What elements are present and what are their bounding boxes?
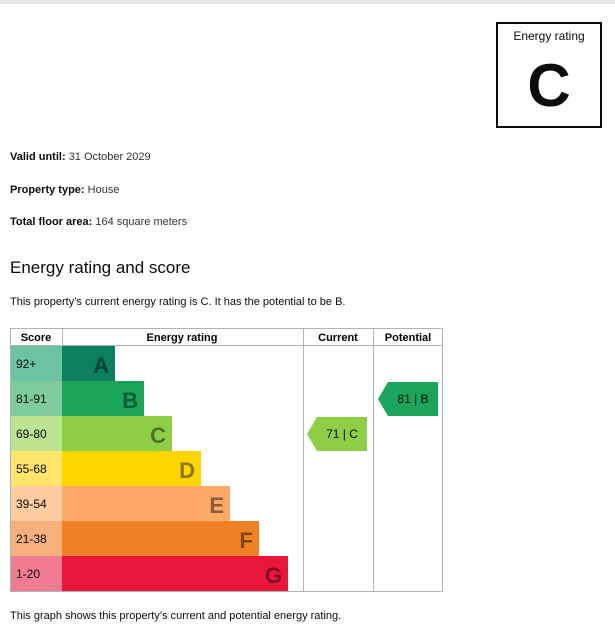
rating-letter-b: B bbox=[122, 388, 138, 413]
property-type: Property type: House bbox=[10, 184, 119, 196]
rating-bar-e bbox=[62, 486, 230, 521]
rating-band-a: 92+ A bbox=[11, 346, 115, 381]
rating-band-b: 81-91 B bbox=[11, 381, 144, 416]
header-score: Score bbox=[21, 332, 52, 344]
rating-bar-c bbox=[62, 416, 172, 451]
rating-letter-a: A bbox=[93, 353, 109, 378]
rating-letter-e: E bbox=[209, 493, 224, 518]
chart-footnote: This graph shows this property’s current… bbox=[10, 610, 342, 622]
rating-bar-a bbox=[62, 346, 115, 381]
score-cell-e bbox=[11, 486, 62, 521]
rating-markers: 71 | C 81 | B bbox=[307, 382, 438, 451]
potential-rating-label: 81 | B bbox=[397, 392, 428, 406]
floor-area-label: Total floor area: bbox=[10, 216, 93, 228]
score-range-a: 92+ bbox=[16, 357, 36, 371]
rating-bar-g bbox=[62, 556, 288, 591]
current-rating-label: 71 | C bbox=[326, 427, 358, 441]
score-cell-b bbox=[11, 381, 62, 416]
valid-until: Valid until: 31 October 2029 bbox=[10, 151, 151, 163]
rating-bar-d bbox=[62, 451, 201, 486]
current-rating-arrow bbox=[307, 417, 367, 451]
chart-frame bbox=[10, 328, 443, 592]
rating-band-f: 21-38 F bbox=[11, 521, 259, 556]
header-energy-rating: Energy rating bbox=[147, 332, 218, 344]
rating-letter-c: C bbox=[150, 423, 166, 448]
potential-rating-arrow bbox=[378, 382, 438, 416]
score-cell-g bbox=[11, 556, 62, 591]
rating-band-d: 55-68 D bbox=[11, 451, 201, 486]
score-range-e: 39-54 bbox=[16, 497, 47, 511]
energy-rating-badge: Energy rating C bbox=[496, 22, 602, 128]
score-range-c: 69-80 bbox=[16, 427, 47, 441]
rating-bands: 92+ A 81-91 B 69-80 C 55-68 D 39-54 E 21-38 F 1-20 G bbox=[11, 346, 288, 591]
total-floor-area: Total floor area: 164 square meters bbox=[10, 216, 187, 228]
energy-rating-badge-label: Energy rating bbox=[513, 29, 585, 43]
rating-band-e: 39-54 E bbox=[11, 486, 230, 521]
floor-area-value: 164 square meters bbox=[95, 216, 188, 228]
rating-letter-f: F bbox=[240, 528, 253, 553]
rating-summary: This property’s current energy rating is… bbox=[10, 296, 346, 308]
header-current: Current bbox=[318, 332, 358, 344]
top-divider bbox=[0, 0, 615, 4]
score-cell-c bbox=[11, 416, 62, 451]
score-range-f: 21-38 bbox=[16, 532, 47, 546]
section-title: Energy rating and score bbox=[10, 258, 191, 277]
valid-until-label: Valid until: bbox=[10, 151, 66, 163]
valid-until-value: 31 October 2029 bbox=[68, 151, 151, 163]
energy-rating-badge-letter: C bbox=[527, 52, 571, 119]
energy-rating-graph: Score Energy rating Current Potential 92… bbox=[10, 328, 443, 592]
score-cell-a bbox=[11, 346, 62, 381]
rating-band-c: 69-80 C bbox=[11, 416, 172, 451]
property-type-label: Property type: bbox=[10, 184, 85, 196]
score-cell-d bbox=[11, 451, 62, 486]
rating-band-g: 1-20 G bbox=[11, 556, 288, 591]
score-cell-f bbox=[11, 521, 62, 556]
score-range-g: 1-20 bbox=[16, 567, 40, 581]
rating-bar-b bbox=[62, 381, 144, 416]
score-range-b: 81-91 bbox=[16, 392, 47, 406]
property-type-value: House bbox=[87, 184, 120, 196]
header-potential: Potential bbox=[385, 332, 431, 344]
rating-letter-g: G bbox=[265, 563, 282, 588]
rating-bar-f bbox=[62, 521, 259, 556]
score-range-d: 55-68 bbox=[16, 462, 47, 476]
energy-rating-chart: Score Energy rating Current Potential 92… bbox=[10, 328, 443, 592]
rating-letter-d: D bbox=[179, 458, 195, 483]
